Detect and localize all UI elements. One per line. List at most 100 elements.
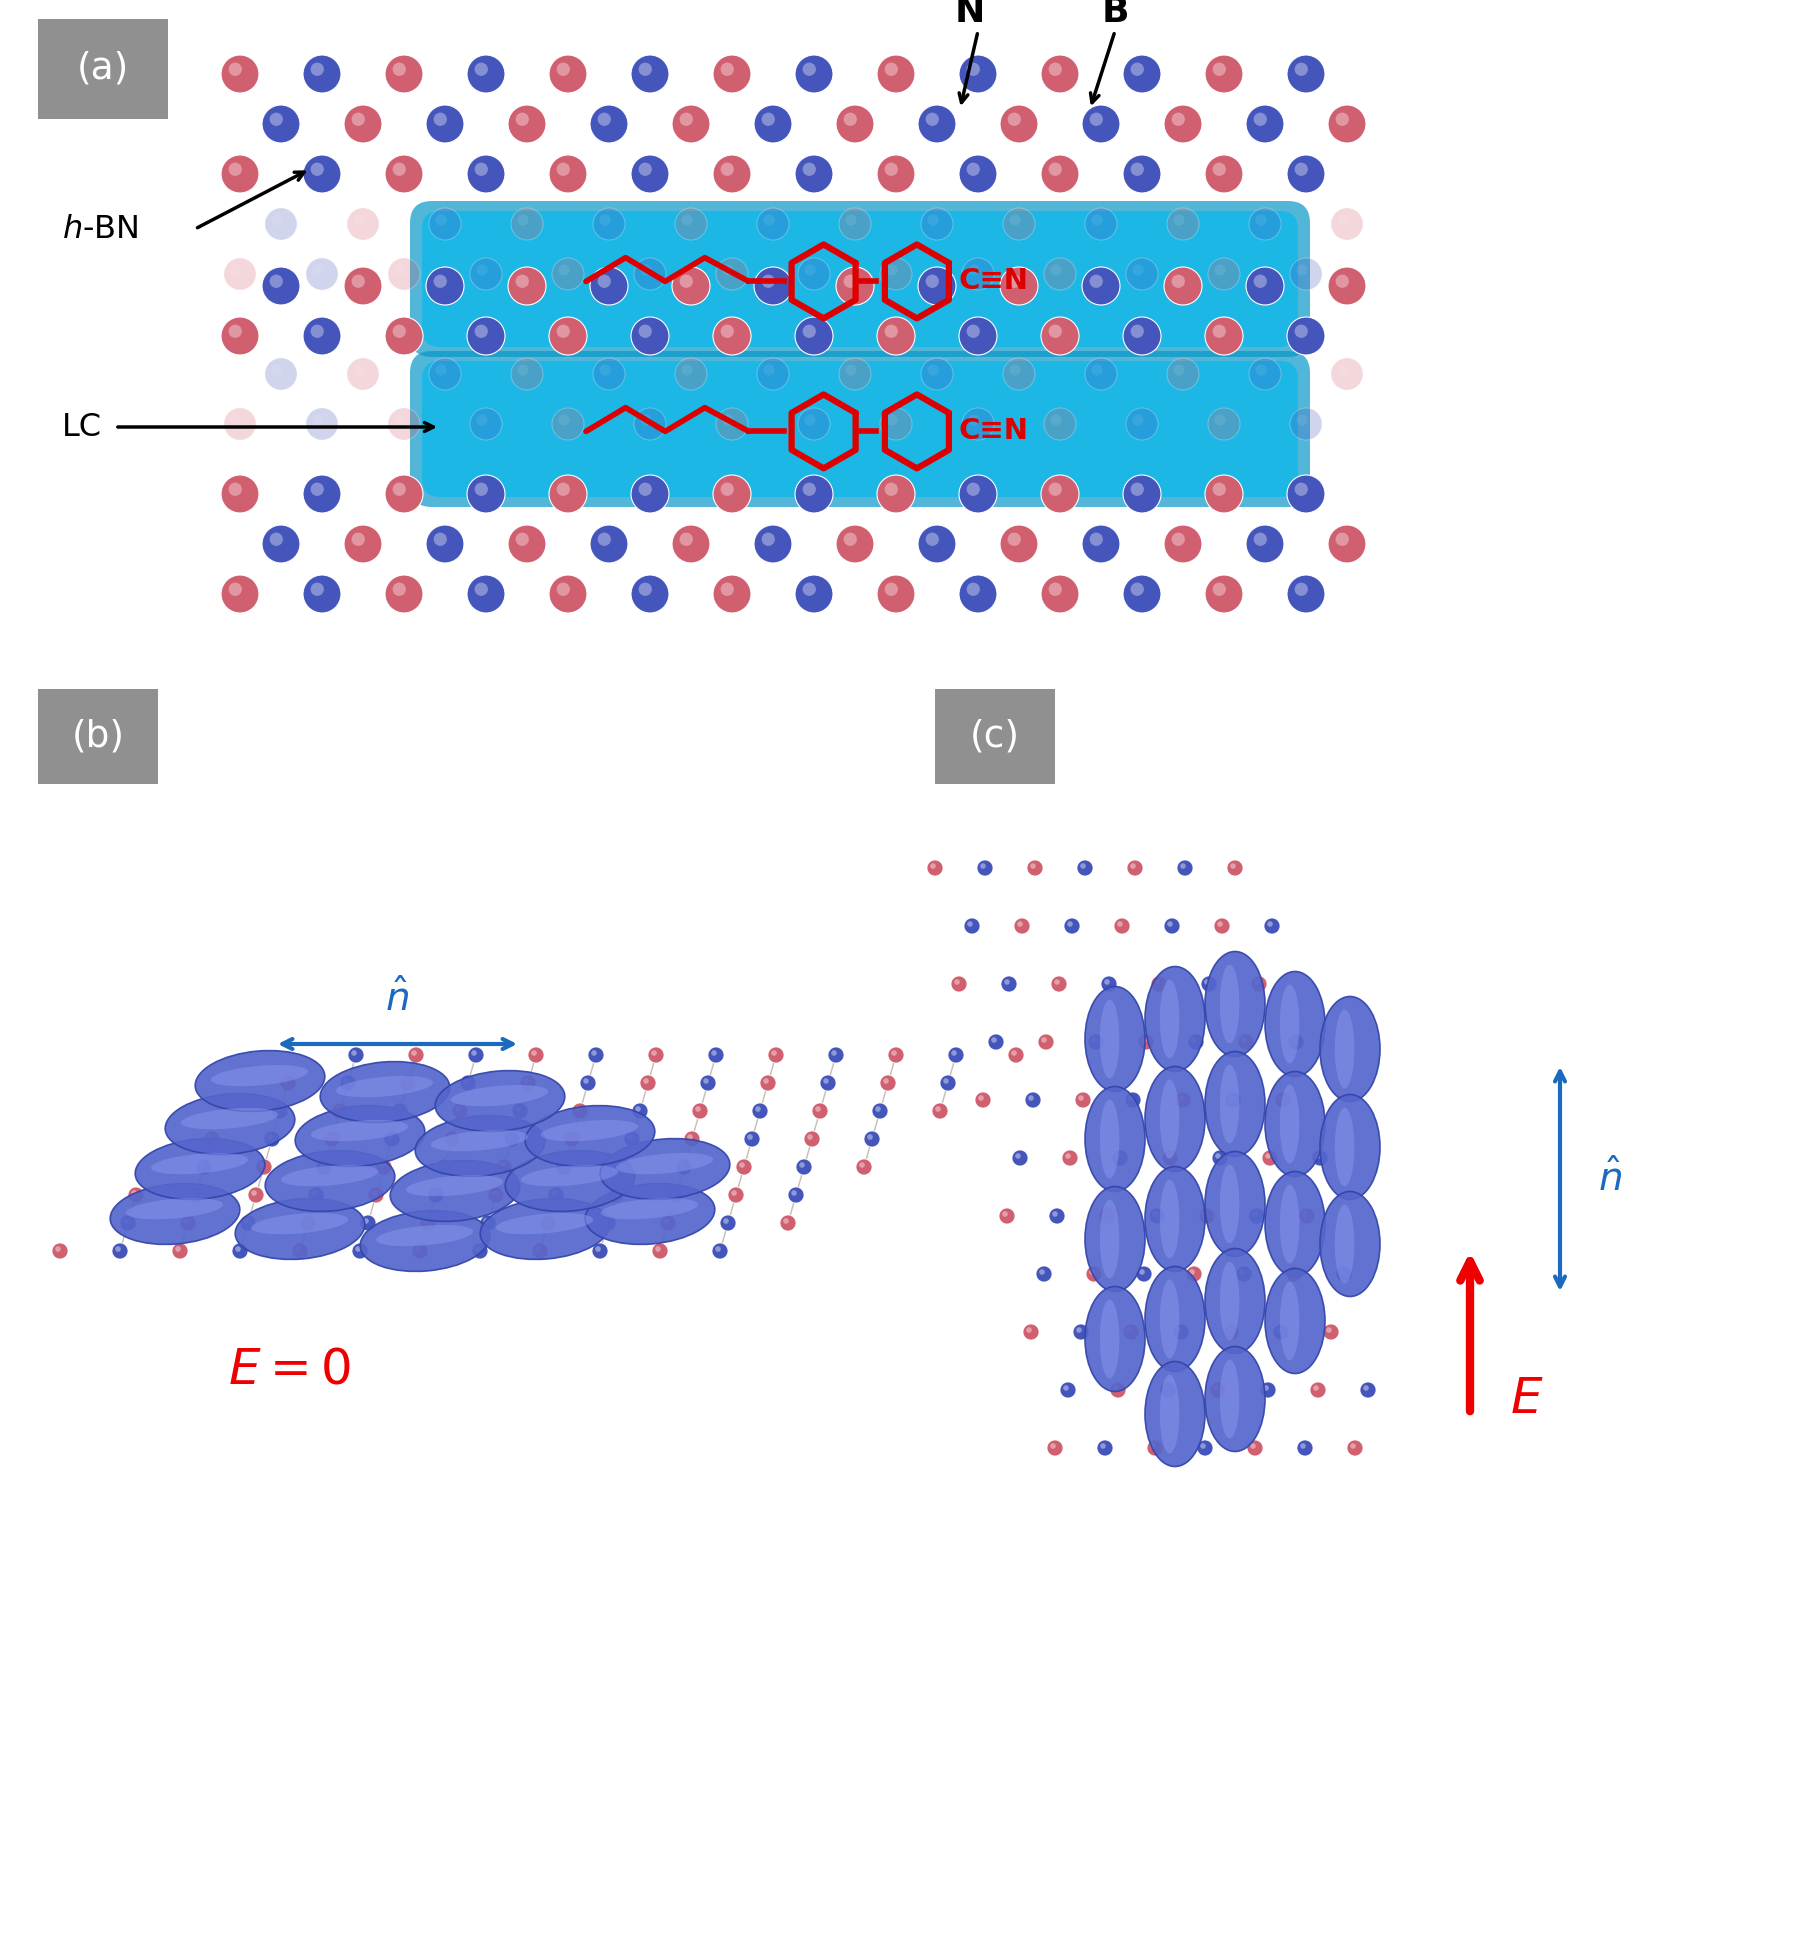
Circle shape bbox=[556, 482, 571, 496]
Circle shape bbox=[592, 208, 625, 241]
Circle shape bbox=[950, 976, 967, 991]
Circle shape bbox=[886, 264, 898, 276]
Circle shape bbox=[1181, 864, 1186, 868]
Circle shape bbox=[918, 525, 956, 562]
Circle shape bbox=[272, 364, 283, 376]
Circle shape bbox=[1300, 1444, 1305, 1450]
Circle shape bbox=[1112, 1385, 1120, 1391]
Ellipse shape bbox=[1145, 1267, 1204, 1371]
Circle shape bbox=[1201, 1444, 1206, 1450]
Circle shape bbox=[1125, 1091, 1141, 1109]
Ellipse shape bbox=[601, 1199, 698, 1218]
Circle shape bbox=[1328, 525, 1366, 562]
Circle shape bbox=[616, 1160, 632, 1175]
Circle shape bbox=[598, 533, 610, 547]
Circle shape bbox=[187, 1187, 203, 1203]
Circle shape bbox=[1228, 1095, 1233, 1101]
Circle shape bbox=[432, 1191, 437, 1195]
Circle shape bbox=[1049, 325, 1062, 337]
Circle shape bbox=[1253, 1211, 1258, 1217]
Circle shape bbox=[803, 582, 815, 596]
Circle shape bbox=[846, 364, 857, 376]
Circle shape bbox=[1138, 1034, 1154, 1050]
Circle shape bbox=[308, 1187, 324, 1203]
Circle shape bbox=[1215, 1154, 1220, 1160]
Circle shape bbox=[351, 112, 365, 125]
Circle shape bbox=[1130, 864, 1136, 868]
Circle shape bbox=[1278, 1095, 1283, 1101]
Circle shape bbox=[229, 482, 241, 496]
Circle shape bbox=[596, 1246, 601, 1252]
Circle shape bbox=[351, 274, 365, 288]
Circle shape bbox=[1100, 1209, 1114, 1224]
Circle shape bbox=[580, 1075, 596, 1091]
Circle shape bbox=[236, 1246, 241, 1252]
Ellipse shape bbox=[1336, 1205, 1354, 1283]
Ellipse shape bbox=[1319, 997, 1381, 1101]
Ellipse shape bbox=[1204, 1052, 1265, 1156]
Circle shape bbox=[1253, 533, 1267, 547]
Circle shape bbox=[815, 1107, 821, 1113]
Circle shape bbox=[302, 576, 340, 613]
Circle shape bbox=[1096, 1440, 1112, 1456]
Circle shape bbox=[1327, 1326, 1332, 1332]
Ellipse shape bbox=[337, 1075, 434, 1097]
Circle shape bbox=[691, 1103, 707, 1119]
Circle shape bbox=[959, 155, 997, 194]
Text: B: B bbox=[1102, 0, 1129, 29]
Circle shape bbox=[967, 582, 979, 596]
Ellipse shape bbox=[1280, 1281, 1300, 1360]
Circle shape bbox=[677, 1160, 691, 1175]
Circle shape bbox=[508, 1134, 513, 1140]
Circle shape bbox=[1296, 415, 1307, 425]
Circle shape bbox=[1008, 1046, 1024, 1064]
Text: (a): (a) bbox=[77, 51, 130, 86]
Circle shape bbox=[1100, 1444, 1105, 1450]
Circle shape bbox=[270, 112, 283, 125]
Circle shape bbox=[1080, 864, 1085, 868]
Circle shape bbox=[1010, 364, 1021, 376]
Circle shape bbox=[954, 980, 959, 985]
Circle shape bbox=[259, 1162, 265, 1168]
Circle shape bbox=[720, 482, 734, 496]
Circle shape bbox=[515, 533, 529, 547]
Circle shape bbox=[221, 155, 259, 194]
Circle shape bbox=[1190, 1269, 1195, 1275]
Circle shape bbox=[389, 407, 419, 441]
Text: (c): (c) bbox=[970, 719, 1021, 754]
Circle shape bbox=[844, 112, 857, 125]
Circle shape bbox=[1237, 1266, 1253, 1281]
Circle shape bbox=[385, 55, 423, 92]
Circle shape bbox=[52, 1244, 68, 1260]
Circle shape bbox=[805, 264, 815, 276]
Circle shape bbox=[1276, 1326, 1282, 1332]
Circle shape bbox=[1082, 266, 1120, 306]
Circle shape bbox=[655, 1246, 661, 1252]
Text: $E = 0$: $E = 0$ bbox=[229, 1346, 351, 1393]
Circle shape bbox=[436, 1160, 452, 1175]
Circle shape bbox=[472, 1050, 477, 1056]
Circle shape bbox=[466, 317, 506, 355]
Circle shape bbox=[599, 1215, 616, 1230]
Circle shape bbox=[959, 576, 997, 613]
Circle shape bbox=[1186, 1266, 1202, 1281]
Circle shape bbox=[1053, 1211, 1058, 1217]
Circle shape bbox=[385, 474, 423, 513]
Circle shape bbox=[1229, 864, 1237, 868]
Ellipse shape bbox=[506, 1150, 635, 1211]
Circle shape bbox=[632, 1103, 648, 1119]
Circle shape bbox=[680, 112, 693, 125]
Circle shape bbox=[396, 1107, 401, 1113]
Circle shape bbox=[1174, 364, 1184, 376]
Ellipse shape bbox=[1319, 1095, 1381, 1199]
Circle shape bbox=[475, 325, 488, 337]
Circle shape bbox=[445, 1130, 461, 1148]
Circle shape bbox=[344, 106, 382, 143]
Circle shape bbox=[715, 1246, 720, 1252]
Circle shape bbox=[1287, 576, 1325, 613]
Circle shape bbox=[331, 1103, 347, 1119]
Circle shape bbox=[248, 1187, 265, 1203]
Circle shape bbox=[1003, 1211, 1008, 1217]
Ellipse shape bbox=[391, 1160, 520, 1220]
Circle shape bbox=[1028, 1095, 1033, 1101]
